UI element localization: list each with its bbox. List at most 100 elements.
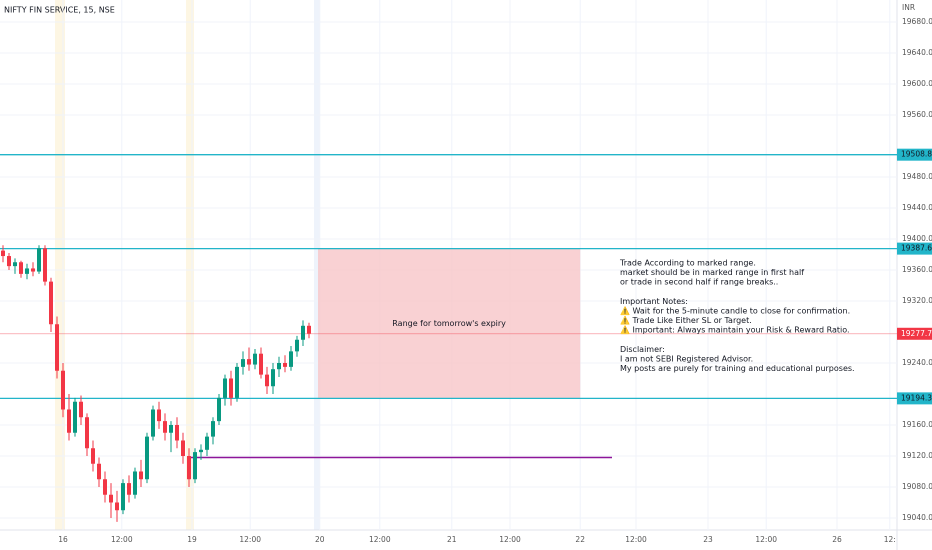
candle-body — [259, 353, 263, 375]
candle-body — [187, 455, 191, 480]
note-line: market should be in marked range in firs… — [620, 268, 804, 277]
candle-body — [241, 359, 245, 367]
candle-body — [289, 351, 293, 367]
y-tick-label: 19040.00 — [902, 513, 932, 522]
note-line: ⚠️ Trade Like Either SL or Target. — [620, 315, 752, 325]
candle-body — [1, 250, 5, 257]
y-tick-label: 19440.00 — [902, 203, 932, 212]
candle-body — [55, 324, 59, 371]
candle-body — [295, 339, 299, 352]
currency: INR — [902, 3, 915, 12]
y-tick-label: 19320.00 — [902, 296, 932, 305]
x-tick-label: 12:00 — [755, 535, 777, 544]
candle-body — [169, 424, 173, 433]
note-line: My posts are purely for training and edu… — [620, 364, 855, 373]
candle-body — [277, 362, 281, 370]
candle-body — [157, 409, 161, 422]
y-tick-label: 19480.00 — [902, 172, 932, 181]
x-tick-label: 20 — [315, 535, 325, 544]
x-tick-label: 12:00 — [625, 535, 647, 544]
candle-body — [37, 248, 41, 272]
level-label: 19387.60 — [901, 244, 932, 253]
y-tick-label: 19680.00 — [902, 17, 932, 26]
note-line: Trade According to marked range. — [619, 259, 756, 268]
x-tick-label: 26 — [832, 535, 842, 544]
candle-body — [91, 448, 95, 464]
candle-body — [211, 421, 215, 437]
candle-body — [181, 440, 185, 456]
y-tick-label: 19640.00 — [902, 48, 932, 57]
candle-body — [151, 409, 155, 437]
candle-body — [199, 449, 203, 453]
x-tick-label: 21 — [447, 535, 457, 544]
candle-body — [73, 401, 77, 433]
candle-body — [25, 268, 29, 274]
level-label: 19508.80 — [901, 150, 932, 159]
candle-body — [49, 281, 53, 325]
x-tick-label: 22 — [575, 535, 585, 544]
candle-body — [229, 378, 233, 398]
candle-body — [103, 479, 107, 495]
note-line: Important Notes: — [620, 297, 688, 306]
x-tick-label: 12: — [884, 535, 896, 544]
candle-body — [301, 325, 305, 340]
x-tick-label: 23 — [703, 535, 713, 544]
candle-body — [175, 424, 179, 441]
candle-body — [85, 417, 89, 449]
range-label: Range for tomorrow's expiry — [392, 319, 506, 328]
note-line: ⚠️ Important: Always maintain your Risk … — [620, 325, 850, 335]
y-tick-label: 19560.00 — [902, 110, 932, 119]
candle-body — [31, 268, 35, 272]
note-line: Disclaimer: — [620, 345, 665, 354]
y-tick-label: 19600.00 — [902, 79, 932, 88]
level-label: 19194.35 — [901, 393, 932, 402]
candle-body — [235, 366, 239, 398]
candle-body — [115, 502, 119, 511]
candle-body — [193, 452, 197, 480]
candle-body — [109, 494, 113, 503]
candle-body — [283, 362, 287, 367]
x-tick-label: 16 — [58, 535, 68, 544]
candle-body — [247, 359, 251, 365]
y-tick-label: 19080.00 — [902, 482, 932, 491]
level-label-box — [897, 392, 932, 405]
session-band — [314, 0, 320, 530]
candle-body — [253, 353, 257, 365]
session-band — [55, 0, 65, 530]
x-tick-label: 19 — [187, 535, 197, 544]
y-tick-label: 19160.00 — [902, 420, 932, 429]
x-tick-label: 12:00 — [499, 535, 521, 544]
note-line: ⚠️ Wait for the 5-minute candle to close… — [620, 306, 850, 316]
chart-title: NIFTY FIN SERVICE, 15, NSE — [4, 6, 115, 15]
candle-body — [67, 409, 71, 433]
range-box — [318, 248, 581, 399]
candle-body — [307, 325, 311, 334]
candle-body — [43, 248, 47, 282]
candle-body — [61, 370, 65, 410]
y-tick-label: 19120.00 — [902, 451, 932, 460]
level-label-box — [897, 148, 932, 161]
candle-body — [139, 471, 143, 480]
y-tick-label: 19240.00 — [902, 358, 932, 367]
candle-body — [127, 483, 131, 495]
candle-body — [265, 374, 269, 387]
candle-body — [205, 436, 209, 450]
candle-body — [223, 378, 227, 398]
level-label-box — [897, 327, 932, 340]
candle-body — [133, 471, 137, 495]
y-tick-label: 19360.00 — [902, 265, 932, 274]
y-tick-label: 19400.00 — [902, 234, 932, 243]
candle-body — [163, 421, 167, 433]
note-line: or trade in second half if range breaks.… — [620, 278, 778, 287]
candle-body — [217, 397, 221, 422]
candle-body — [79, 401, 83, 418]
candle-body — [7, 256, 11, 267]
x-tick-label: 12:00 — [239, 535, 261, 544]
level-label: 19277.70 — [901, 329, 932, 338]
candle-body — [145, 436, 149, 480]
x-tick-label: 12:00 — [369, 535, 391, 544]
note-line: I am not SEBI Registered Advisor. — [620, 355, 753, 364]
candle-body — [271, 369, 275, 387]
session-band — [186, 0, 194, 530]
level-label-box — [897, 242, 932, 255]
